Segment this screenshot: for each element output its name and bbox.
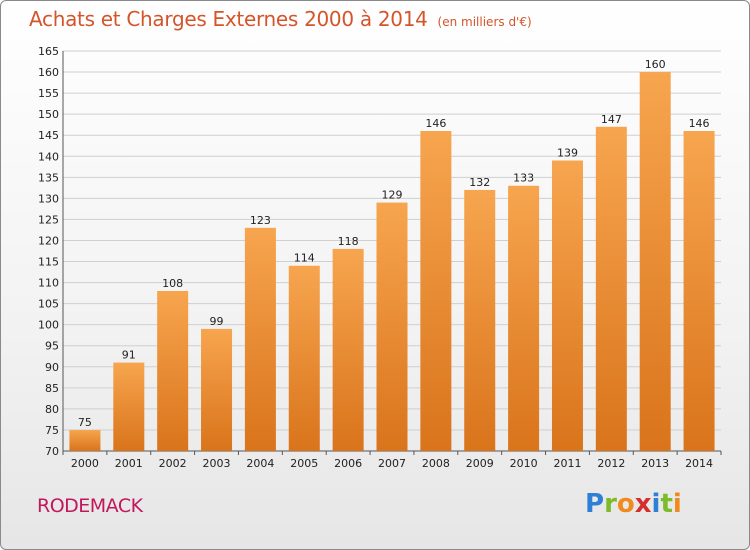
- data-label-2005: 114: [294, 252, 315, 265]
- chart-title: Achats et Charges Externes 2000 à 2014: [29, 7, 428, 31]
- y-tick-label: 160: [38, 66, 59, 79]
- x-tick-label-2007: 2007: [378, 457, 406, 470]
- y-tick-label: 90: [45, 361, 59, 374]
- y-tick-label: 120: [38, 234, 59, 247]
- y-tick-label: 150: [38, 108, 59, 121]
- x-tick-label-2010: 2010: [510, 457, 538, 470]
- bar-2013: [639, 72, 671, 451]
- bar-2005: [288, 265, 320, 451]
- data-label-2010: 133: [513, 172, 534, 185]
- title-block: Achats et Charges Externes 2000 à 2014 (e…: [29, 7, 532, 31]
- logo-letter: t: [660, 489, 673, 519]
- data-label-2004: 123: [250, 214, 271, 227]
- data-label-2014: 146: [689, 117, 710, 130]
- bar-2003: [201, 328, 233, 451]
- data-label-2003: 99: [210, 315, 224, 328]
- y-tick-label: 95: [45, 340, 59, 353]
- logo-letter: x: [634, 489, 652, 519]
- y-tick-label: 100: [38, 319, 59, 332]
- x-tick-label-2003: 2003: [203, 457, 231, 470]
- y-tick-label: 155: [38, 87, 59, 100]
- data-label-2007: 129: [382, 189, 403, 202]
- bar-2008: [420, 131, 452, 451]
- data-label-2002: 108: [162, 277, 183, 290]
- x-tick-label-2013: 2013: [641, 457, 669, 470]
- x-tick-label-2006: 2006: [334, 457, 362, 470]
- bar-2014: [683, 131, 715, 451]
- y-tick-label: 75: [45, 424, 59, 437]
- y-tick-label: 105: [38, 298, 59, 311]
- bar-2006: [332, 248, 364, 451]
- y-tick-label: 115: [38, 256, 59, 269]
- data-label-2012: 147: [601, 113, 622, 126]
- labels: 75 2000 91 2001 108 2002 99 2003 123 2004 114 2005 1…: [71, 58, 713, 470]
- y-tick-label: 145: [38, 129, 59, 142]
- x-tick-label-2000: 2000: [71, 457, 99, 470]
- data-label-2008: 146: [425, 117, 446, 130]
- x-tick-label-2004: 2004: [246, 457, 274, 470]
- y-tick-label: 135: [38, 171, 59, 184]
- data-label-2013: 160: [645, 58, 666, 71]
- y-tick-label: 165: [38, 45, 59, 58]
- x-tick-label-2009: 2009: [466, 457, 494, 470]
- proxiti-logo[interactable]: Proxiti: [585, 489, 682, 519]
- bar-2009: [464, 189, 496, 451]
- logo-letter: o: [616, 489, 635, 519]
- x-tick-label-2005: 2005: [290, 457, 318, 470]
- x-tick-label-2011: 2011: [553, 457, 581, 470]
- y-tick-label: 125: [38, 213, 59, 226]
- x-tick-label-2012: 2012: [597, 457, 625, 470]
- bar-2004: [244, 227, 276, 451]
- data-label-2009: 132: [469, 176, 490, 189]
- data-label-2006: 118: [338, 235, 359, 248]
- x-tick-label-2001: 2001: [115, 457, 143, 470]
- logo-letter: P: [585, 489, 605, 519]
- bar-2001: [113, 362, 145, 451]
- x-tick-label-2008: 2008: [422, 457, 450, 470]
- y-tick-label: 110: [38, 277, 59, 290]
- bars: [69, 72, 715, 451]
- logo-letter: r: [604, 489, 617, 519]
- y-tick-label: 85: [45, 382, 59, 395]
- logo-letter: i: [651, 489, 661, 519]
- y-tick-label: 130: [38, 192, 59, 205]
- bar-2011: [551, 160, 583, 451]
- data-label-2000: 75: [78, 416, 92, 429]
- data-label-2001: 91: [122, 349, 136, 362]
- x-tick-label-2014: 2014: [685, 457, 713, 470]
- x-tick-label-2002: 2002: [159, 457, 187, 470]
- bar-2000: [69, 429, 101, 451]
- logo-letter: i: [672, 489, 682, 519]
- y-tick-label: 70: [45, 445, 59, 458]
- data-label-2011: 139: [557, 146, 578, 159]
- bar-2002: [157, 291, 189, 451]
- chart-subtitle: (en milliers d'€): [437, 15, 532, 29]
- bar-2007: [376, 202, 408, 451]
- commune-name: RODEMACK: [37, 495, 143, 517]
- y-tick-label: 80: [45, 403, 59, 416]
- bar-2012: [595, 126, 627, 451]
- y-tick-label: 140: [38, 150, 59, 163]
- bar-2010: [508, 185, 540, 451]
